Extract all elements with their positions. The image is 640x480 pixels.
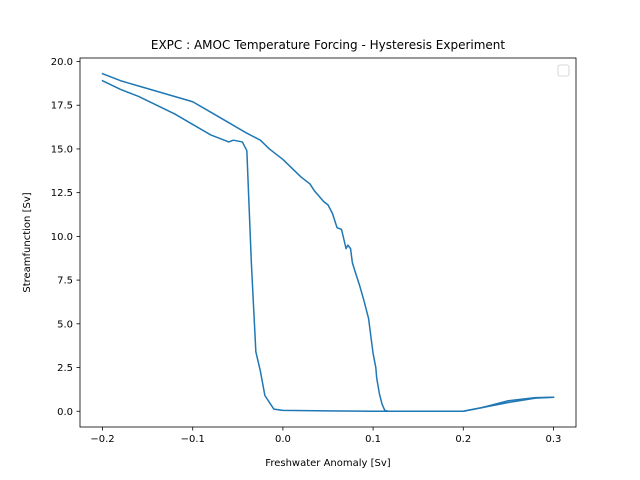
legend-box <box>557 64 570 77</box>
x-axis: −0.2 −0.1 0.0 0.1 0.2 0.3 <box>90 427 561 445</box>
y-tick-label: 17.5 <box>51 101 73 112</box>
plot-area <box>80 58 576 427</box>
legend <box>557 64 570 77</box>
y-tick-label: 0.0 <box>57 407 73 418</box>
x-axis-label: Freshwater Anomaly [Sv] <box>265 458 390 469</box>
y-axis-label: Streamfunction [Sv] <box>22 192 33 292</box>
chart-title: EXPC : AMOC Temperature Forcing - Hyster… <box>151 38 506 52</box>
y-tick-label: 10.0 <box>51 232 73 243</box>
y-axis: 0.0 2.5 5.0 7.5 10.0 12.5 15.0 17.5 20.0 <box>51 57 80 418</box>
y-tick-label: 15.0 <box>51 144 73 155</box>
y-tick-label: 20.0 <box>51 57 73 68</box>
plot-frame <box>79 57 577 428</box>
x-tick-label: 0.2 <box>455 434 471 445</box>
x-tick-label: −0.1 <box>181 434 205 445</box>
y-tick-label: 2.5 <box>57 363 73 374</box>
x-tick-label: 0.3 <box>546 434 562 445</box>
x-tick-label: 0.1 <box>365 434 381 445</box>
series-line-1 <box>101 79 555 413</box>
series-layer <box>101 72 555 413</box>
y-tick-label: 12.5 <box>51 188 73 199</box>
y-tick-label: 5.0 <box>57 319 73 330</box>
y-tick-label: 7.5 <box>57 276 73 287</box>
x-tick-label: 0.0 <box>275 434 291 445</box>
x-tick-label: −0.2 <box>90 434 114 445</box>
